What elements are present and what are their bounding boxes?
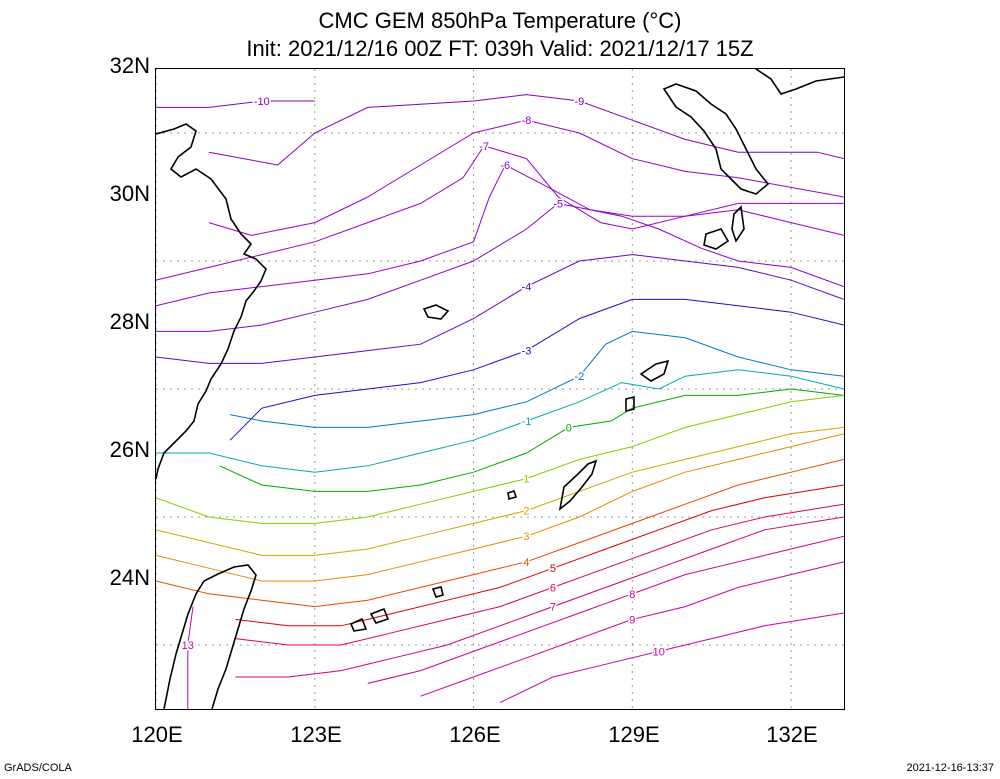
isotherm--4 xyxy=(156,254,844,364)
lon-label-129e: 129E xyxy=(608,722,660,747)
isotherm-label--5: -5 xyxy=(553,198,563,210)
isotherm-label-5: 5 xyxy=(550,563,556,575)
lon-label-132e: 132E xyxy=(766,722,818,747)
isotherm-label-7: 7 xyxy=(550,602,556,614)
coastlines xyxy=(156,69,844,709)
isotherm-9 xyxy=(420,561,844,697)
isotherm-3 xyxy=(156,433,844,582)
isotherm--1 xyxy=(156,369,844,473)
isotherm--7 xyxy=(156,145,844,281)
isotherm-1 xyxy=(156,394,844,524)
isotherm-label--4: -4 xyxy=(522,282,532,294)
isotherm--6 xyxy=(156,164,844,307)
isotherm--8 xyxy=(208,119,844,236)
lat-label-32n: 32N xyxy=(109,53,150,78)
isotherm-8 xyxy=(367,535,844,684)
isotherm-0 xyxy=(219,388,844,492)
isotherm-6 xyxy=(235,503,844,646)
isotherm-2 xyxy=(156,426,844,556)
isotherm-label-13: 13 xyxy=(182,640,194,652)
isotherm--3 xyxy=(229,298,844,441)
isotherm-label--1: -1 xyxy=(522,416,532,428)
isotherm-13 xyxy=(187,606,194,709)
miyako-island xyxy=(369,607,390,624)
isotherm-label--3: -3 xyxy=(522,346,532,358)
okinawa-island xyxy=(558,459,598,511)
isotherm-4 xyxy=(156,458,844,608)
ishigaki-island xyxy=(349,617,368,632)
isotherm-7 xyxy=(235,516,844,678)
isotherm-label-0: 0 xyxy=(566,422,572,434)
map-plot-area: -10 -9 -8 -7 -6 -5 -4 -3 -2 -1 0 1 2 3 4 5 6 7 8 9 10 13 xyxy=(155,68,845,710)
isotherm--5 xyxy=(156,202,844,332)
lat-label-28n: 28N xyxy=(109,309,150,334)
isotherm-label-10: 10 xyxy=(653,646,665,658)
amami-island xyxy=(639,359,670,382)
isotherm-label-9: 9 xyxy=(629,614,635,626)
isotherm-10 xyxy=(499,612,844,704)
china-coastline xyxy=(156,123,267,480)
chart-title: CMC GEM 850hPa Temperature (°C) xyxy=(318,8,682,33)
taiwan-coastline xyxy=(163,564,257,709)
yonaguni-island xyxy=(431,586,444,598)
isotherm--9 xyxy=(208,94,844,166)
tokuno-island xyxy=(625,395,635,413)
tanegashima-island xyxy=(731,205,745,243)
lat-label-24n: 24N xyxy=(109,565,150,590)
isotherm-label--6: -6 xyxy=(500,160,510,172)
japan-coastline xyxy=(662,69,844,195)
lon-label-126e: 126E xyxy=(449,722,501,747)
isotherm-5 xyxy=(235,484,844,627)
isotherm-label-3: 3 xyxy=(523,531,529,543)
yakushima-island xyxy=(703,228,730,250)
isotherm-label-2: 2 xyxy=(523,506,529,518)
isotherm-label--7: -7 xyxy=(479,141,489,153)
isotherm--10 xyxy=(156,100,315,108)
lat-label-26n: 26N xyxy=(109,437,150,462)
isotherm-label--2: -2 xyxy=(574,371,584,383)
isotherm-label-6: 6 xyxy=(550,582,556,594)
jeju-island xyxy=(422,304,450,320)
lat-label-30n: 30N xyxy=(109,181,150,206)
isotherm-label-4: 4 xyxy=(523,557,529,569)
isotherm-label--9: -9 xyxy=(574,96,584,108)
isotherm-label--8: -8 xyxy=(522,115,532,127)
footer-timestamp: 2021-12-16-13:37 xyxy=(906,762,994,774)
isotherm--2 xyxy=(230,330,844,428)
footer-software-credit: GrADS/COLA xyxy=(4,762,72,774)
lon-label-120e: 120E xyxy=(131,722,183,747)
isotherm-label--10: -10 xyxy=(254,96,270,108)
lon-label-123e: 123E xyxy=(290,722,342,747)
chart-subtitle: Init: 2021/12/16 00Z FT: 039h Valid: 202… xyxy=(246,36,754,61)
isotherm-label-8: 8 xyxy=(629,589,635,601)
small-island-1 xyxy=(507,489,518,501)
isotherm-label-1: 1 xyxy=(523,474,529,486)
